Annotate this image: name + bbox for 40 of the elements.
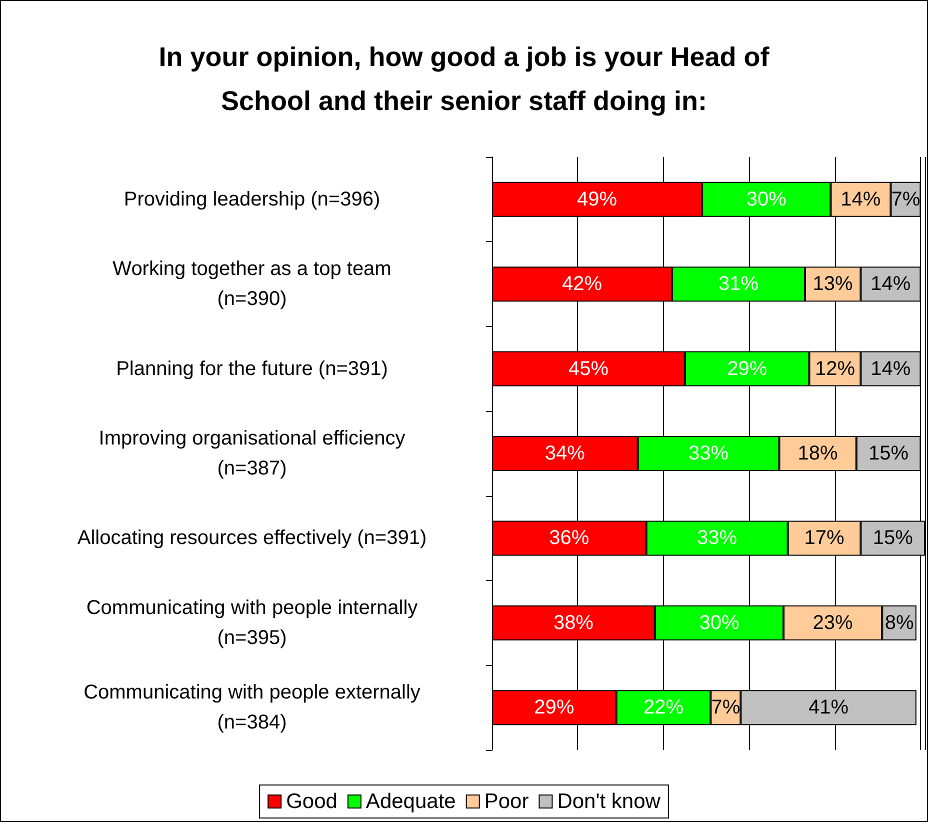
data-label: 8% xyxy=(884,612,914,634)
data-label: 14% xyxy=(870,273,911,296)
data-label: 13% xyxy=(812,273,854,296)
data-label: 7% xyxy=(711,696,740,719)
y-tick-label: Communicating with people externally (n=384) xyxy=(84,682,420,734)
data-label: 30% xyxy=(699,612,740,634)
y-tick-label: Communicating with people internally (n=395) xyxy=(86,596,418,649)
data-label: 14% xyxy=(870,358,911,380)
chart-title: In your opinion, how good a job is your Head of School and their senior staff doing in: xyxy=(158,42,770,116)
data-label: 33% xyxy=(697,527,738,550)
legend-label: Poor xyxy=(484,790,529,813)
data-label: 14% xyxy=(840,188,881,210)
data-label: 30% xyxy=(746,188,787,210)
data-label: 15% xyxy=(872,527,914,550)
y-tick-label: Improving organisational efficiency (n=387) xyxy=(98,428,406,480)
data-label: 17% xyxy=(804,527,844,550)
data-label: 42% xyxy=(562,273,602,296)
data-label: 49% xyxy=(577,188,618,210)
data-label: 34% xyxy=(544,442,586,464)
data-label: 23% xyxy=(812,612,854,634)
data-label: 18% xyxy=(798,442,838,464)
legend-label: Don't know xyxy=(557,790,662,813)
legend-label: Good xyxy=(286,790,338,813)
data-label: 45% xyxy=(568,358,609,380)
data-label: 33% xyxy=(688,442,729,464)
y-tick-label: Working together as a top team (n=390) xyxy=(112,258,392,310)
y-tick-label: Planning for the future (n=391) xyxy=(116,358,388,380)
data-label: 22% xyxy=(643,696,684,719)
data-label: 41% xyxy=(808,696,849,719)
legend-label: Adequate xyxy=(366,790,456,813)
data-label: 36% xyxy=(549,527,590,550)
data-label: 7% xyxy=(891,188,920,210)
y-tick-label: Providing leadership (n=396) xyxy=(124,188,380,210)
data-label: 31% xyxy=(718,273,759,296)
data-label: 29% xyxy=(727,358,768,380)
data-label: 12% xyxy=(814,358,856,380)
data-label: 15% xyxy=(868,442,909,464)
y-tick-label: Allocating resources effectively (n=391) xyxy=(77,527,427,550)
data-label: 29% xyxy=(534,696,574,719)
data-label: 38% xyxy=(553,612,594,634)
